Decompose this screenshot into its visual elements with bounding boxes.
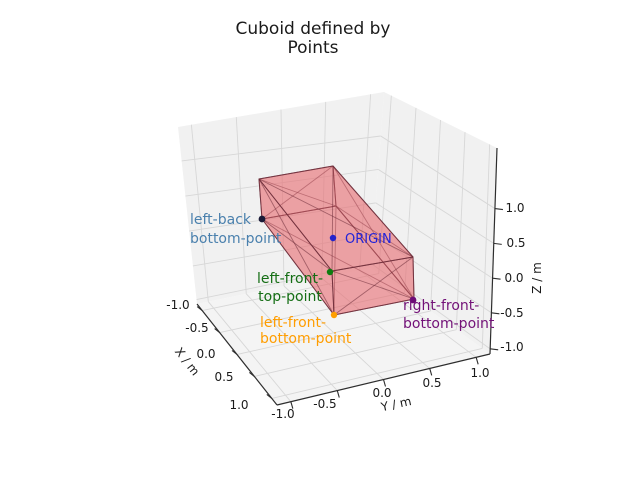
plot-title-line: Points	[287, 38, 338, 58]
left-front-bottom-point-label: left-front-	[260, 315, 326, 331]
grid-line	[321, 101, 327, 279]
z-axis-tick-label: 1.0	[505, 201, 524, 215]
grid-line	[192, 234, 374, 267]
grid-line	[336, 390, 340, 398]
left-front-bottom-point-label: bottom-point	[260, 331, 352, 347]
grid-line	[321, 277, 431, 369]
grid-line	[375, 202, 493, 279]
axis-spines-and-ticks: -1.0 -0.5 0.0 0.5 1.0 -1.0 -0.5 0.0 0.5 1.0 1.0 0.5…	[166, 147, 544, 421]
grid-line	[493, 242, 502, 245]
grid-line	[333, 256, 414, 316]
grid-line	[492, 277, 501, 280]
grid-line	[258, 178, 335, 316]
grid-line	[266, 394, 273, 399]
labeled-points: left-back bottom-point ORIGIN left-front-to…	[190, 212, 495, 347]
left-front-top-point-marker	[326, 268, 334, 276]
grid-line	[181, 135, 381, 162]
grid-line	[258, 178, 414, 258]
grid-line	[335, 205, 414, 258]
y-axis-tick-label: 1.0	[470, 366, 489, 380]
grid-line	[196, 306, 203, 311]
grid-line	[490, 348, 499, 351]
left-back-bottom-point-label: left-back	[190, 212, 252, 228]
y-axis-tick-label: -1.0	[271, 407, 294, 421]
pane-right-wall	[371, 92, 497, 354]
grid-line	[283, 285, 384, 380]
right-front-bottom-point-label: bottom-point	[403, 316, 495, 332]
z-axis-tick-label: -1.0	[500, 340, 523, 354]
grid-line	[189, 202, 376, 232]
grid-line	[429, 368, 433, 376]
grid-line	[489, 147, 498, 355]
left-front-bottom-point-marker	[330, 311, 338, 319]
grid-line	[359, 269, 477, 358]
grid-line	[280, 109, 285, 287]
grid-line	[455, 132, 466, 330]
x-axis-tick-label: 0.5	[214, 370, 233, 384]
grid-line	[261, 218, 415, 300]
grid-line	[481, 144, 491, 349]
x-axis-tick-label: 0.0	[196, 347, 215, 361]
grid-line	[207, 301, 292, 402]
grid-line	[245, 293, 338, 391]
y-axis-tick-label: 0.5	[422, 376, 441, 390]
right-front-bottom-point-marker	[409, 296, 417, 304]
x-axis-tick-label: -0.5	[185, 321, 208, 335]
ORIGIN-marker	[329, 234, 337, 242]
grid-line	[331, 270, 415, 300]
z-axis-tick-label: 0.0	[504, 271, 523, 285]
grid-line	[378, 169, 495, 244]
z-axis-tick-label: 0.5	[506, 236, 525, 250]
plot-title-line: Cuboid defined by	[236, 19, 391, 39]
grid-line	[491, 312, 500, 315]
grid-line	[380, 135, 496, 209]
grid-line	[261, 218, 333, 272]
grid-line	[249, 371, 255, 377]
grid-line	[475, 357, 479, 365]
z-axis-label: Z / m	[530, 262, 544, 294]
left-front-top-point-label: left-front-	[257, 271, 323, 287]
grid-line	[231, 350, 238, 355]
ORIGIN-label: ORIGIN	[345, 232, 392, 247]
left-back-bottom-point-marker	[258, 215, 266, 223]
grid-line	[331, 165, 334, 272]
grid-line	[494, 208, 504, 211]
grid-line	[373, 234, 492, 314]
grid-line	[333, 205, 337, 316]
y-axis-label: Y / m	[379, 394, 413, 414]
grid-line	[382, 379, 387, 387]
grid-line	[332, 165, 415, 300]
z-axis-tick-label: -0.5	[500, 306, 523, 320]
grid-line	[235, 117, 247, 294]
y-axis-tick-label: 0.0	[372, 386, 391, 400]
grid-line	[371, 263, 491, 350]
grid-line	[359, 94, 372, 271]
y-axis-tick-label: -0.5	[313, 397, 336, 411]
grid-line	[214, 328, 220, 334]
grid-line	[430, 119, 441, 312]
left-back-bottom-point-label: bottom-point	[190, 231, 282, 247]
x-axis-tick-label: 1.0	[229, 398, 248, 412]
x-axis-tick-label: -1.0	[166, 298, 189, 312]
right-front-bottom-point-label: right-front-	[403, 298, 479, 314]
grid-line	[190, 124, 209, 302]
grid-line	[261, 165, 334, 220]
grid-lines	[181, 94, 496, 402]
grid-line	[185, 168, 379, 197]
left-front-top-point-label: top-point	[258, 289, 322, 305]
pane-floor	[197, 268, 490, 405]
axes-panes	[178, 92, 497, 405]
grid-line	[290, 401, 294, 409]
